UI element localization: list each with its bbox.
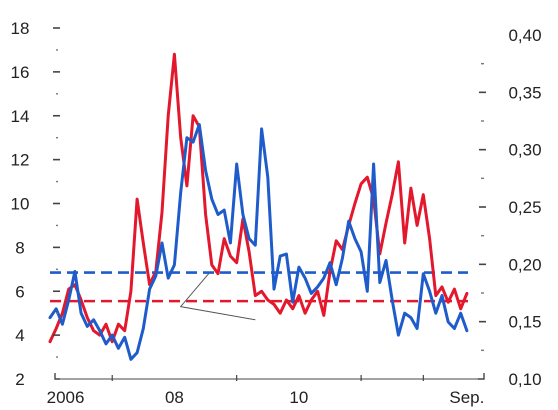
left-y-axis: 2 4 6 8 10 12 14 16 18: [11, 19, 60, 389]
right-tick-label-2: 0,20: [508, 255, 541, 274]
x-tick-label-0: 2006: [47, 388, 85, 407]
left-tick-label-2: 6: [15, 282, 24, 301]
left-tick-label-4: 10: [11, 195, 30, 214]
left-tick-label-0: 2: [15, 370, 24, 389]
x-tick-label-1: 08: [165, 388, 184, 407]
series-line-1: [48, 123, 469, 361]
left-tick-label-3: 8: [15, 238, 24, 257]
right-tick-label-1: 0,15: [508, 313, 541, 332]
left-tick-label-7: 16: [11, 63, 30, 82]
series-line-0: [48, 52, 469, 344]
annotation-pointer: [179, 273, 256, 321]
left-tick-label-8: 18: [11, 19, 30, 38]
left-axis-corner: [54, 373, 60, 380]
left-tick-label-1: 4: [15, 326, 24, 345]
x-axis: 2006 08 10 Sep.: [47, 375, 484, 407]
right-tick-label-4: 0,30: [508, 141, 541, 160]
right-tick-label-3: 0,25: [508, 198, 541, 217]
right-y-axis: 0,10 0,15 0,20 0,25 0,30 0,35 0,40: [478, 26, 542, 389]
x-tick-label-2: 10: [289, 388, 308, 407]
x-tick-label-3: Sep.: [449, 388, 484, 407]
right-tick-label-5: 0,35: [508, 83, 541, 102]
left-tick-label-5: 12: [11, 151, 30, 170]
right-tick-label-6: 0,40: [508, 26, 541, 45]
right-axis-corner: [478, 373, 485, 380]
right-tick-label-0: 0,10: [508, 370, 541, 389]
plot-area: [48, 52, 469, 361]
left-tick-label-6: 14: [11, 107, 30, 126]
